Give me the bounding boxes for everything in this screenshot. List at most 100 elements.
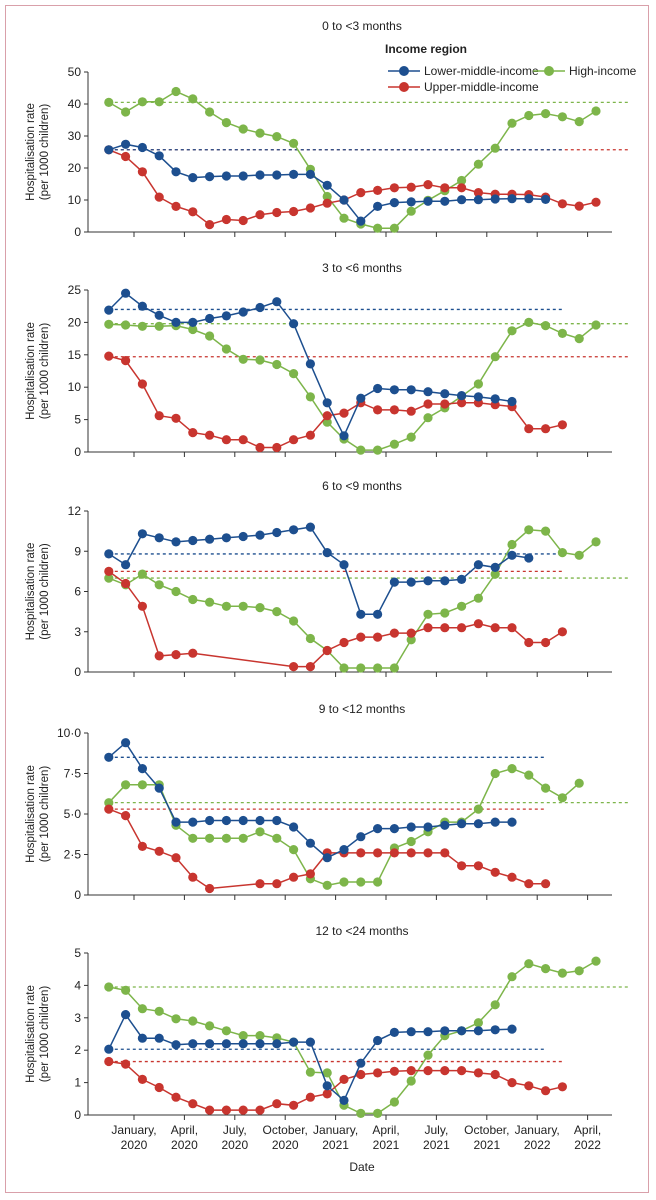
data-point-upper-middle <box>305 662 315 672</box>
legend-label-high: High-income <box>569 64 637 78</box>
data-point-upper-middle <box>205 220 215 230</box>
data-point-upper-middle <box>137 601 147 611</box>
data-point-upper-middle <box>121 1059 131 1069</box>
data-point-high <box>406 635 416 645</box>
data-point-upper-middle <box>289 206 299 217</box>
data-point-lower-middle <box>507 817 517 827</box>
data-point-lower-middle <box>104 1044 114 1054</box>
data-point-high <box>104 573 114 583</box>
data-point-upper-middle <box>541 1086 551 1096</box>
x-tick-label: July, <box>425 1123 449 1137</box>
data-point-high <box>389 663 399 673</box>
data-point-high <box>104 319 114 329</box>
data-point-lower-middle <box>154 533 164 543</box>
data-point-high <box>137 321 147 331</box>
data-point-lower-middle <box>154 310 164 320</box>
data-point-lower-middle <box>221 171 231 181</box>
data-point-high <box>104 798 114 808</box>
data-point-lower-middle <box>356 832 366 842</box>
data-point-lower-middle <box>255 815 265 826</box>
panel-title: 0 to <3 months <box>322 19 402 33</box>
data-point-high <box>289 369 299 379</box>
data-point-high <box>272 132 282 142</box>
x-tick-label: April, <box>574 1123 601 1137</box>
data-point-upper-middle <box>541 424 551 434</box>
data-point-upper-middle <box>255 442 265 453</box>
data-point-lower-middle <box>188 817 198 827</box>
y-axis-label: Hospitalisation rate (per 1000 children) <box>25 543 51 641</box>
data-point-lower-middle <box>473 560 483 570</box>
data-point-upper-middle <box>457 1066 467 1076</box>
data-point-upper-middle <box>507 623 517 633</box>
data-point-upper-middle <box>104 1056 114 1067</box>
data-point-upper-middle <box>524 637 534 648</box>
data-point-high <box>541 321 551 331</box>
data-point-high <box>188 324 198 335</box>
data-point-upper-middle <box>389 1066 399 1076</box>
data-point-high <box>339 213 349 223</box>
data-point-lower-middle <box>154 1033 164 1043</box>
y-tick-label: 0 <box>74 445 81 459</box>
data-point-high <box>557 968 568 978</box>
data-point-lower-middle <box>389 1027 399 1037</box>
data-point-lower-middle <box>289 525 299 535</box>
data-point-upper-middle <box>305 430 315 440</box>
data-point-high <box>205 1021 215 1031</box>
data-point-high <box>171 86 181 97</box>
data-point-high <box>507 764 517 774</box>
data-point-upper-middle <box>205 1105 215 1115</box>
data-point-high <box>591 537 601 547</box>
data-point-lower-middle <box>137 301 147 311</box>
y-axis-label-line: (per 1000 children) <box>39 986 51 1083</box>
data-point-lower-middle <box>104 145 114 155</box>
data-point-high <box>188 1016 198 1026</box>
data-point-upper-middle <box>440 623 450 633</box>
data-point-high <box>221 118 231 128</box>
data-point-upper-middle <box>238 215 248 226</box>
data-point-lower-middle <box>238 815 248 826</box>
data-point-lower-middle <box>221 1039 231 1049</box>
data-point-upper-middle <box>440 183 450 193</box>
data-point-high <box>473 159 483 169</box>
legend-title: Income region <box>385 42 467 56</box>
data-point-lower-middle <box>490 562 500 573</box>
data-point-high <box>322 1068 332 1078</box>
data-point-lower-middle <box>490 194 500 204</box>
data-point-high <box>272 607 282 617</box>
data-point-high <box>171 1014 181 1024</box>
data-point-high <box>322 880 332 890</box>
data-point-lower-middle <box>305 359 315 369</box>
data-point-lower-middle <box>121 738 131 748</box>
y-tick-label: 25 <box>68 283 82 297</box>
y-tick-label: 3 <box>74 1011 81 1025</box>
data-point-lower-middle <box>406 1027 416 1037</box>
data-point-high <box>255 355 265 365</box>
data-point-upper-middle <box>289 662 299 672</box>
y-tick-label: 3 <box>74 625 81 639</box>
data-point-upper-middle <box>557 420 568 430</box>
y-tick-label: 40 <box>68 97 82 111</box>
data-point-high <box>154 580 164 590</box>
data-point-lower-middle <box>457 574 467 585</box>
data-point-lower-middle <box>171 1040 181 1050</box>
data-point-lower-middle <box>272 815 282 826</box>
data-point-upper-middle <box>322 1089 332 1099</box>
data-point-lower-middle <box>205 313 215 324</box>
data-point-high <box>490 143 500 153</box>
data-point-upper-middle <box>272 207 282 218</box>
y-tick-label: 12 <box>68 504 82 518</box>
data-point-lower-middle <box>289 319 299 329</box>
data-point-upper-middle <box>305 203 315 213</box>
y-tick-label: 15 <box>68 348 82 362</box>
data-point-lower-middle <box>457 1026 467 1036</box>
panel-title: 12 to <24 months <box>315 924 408 938</box>
data-point-high <box>255 827 265 837</box>
data-point-lower-middle <box>423 576 433 586</box>
data-point-upper-middle <box>356 632 366 642</box>
data-point-upper-middle <box>524 424 534 434</box>
data-point-lower-middle <box>322 853 332 863</box>
y-axis-label-line: Hospitalisation rate <box>25 765 37 863</box>
y-tick-label: 50 <box>68 65 82 79</box>
x-axis-label: Date <box>349 1160 375 1174</box>
data-point-lower-middle <box>473 1026 483 1036</box>
